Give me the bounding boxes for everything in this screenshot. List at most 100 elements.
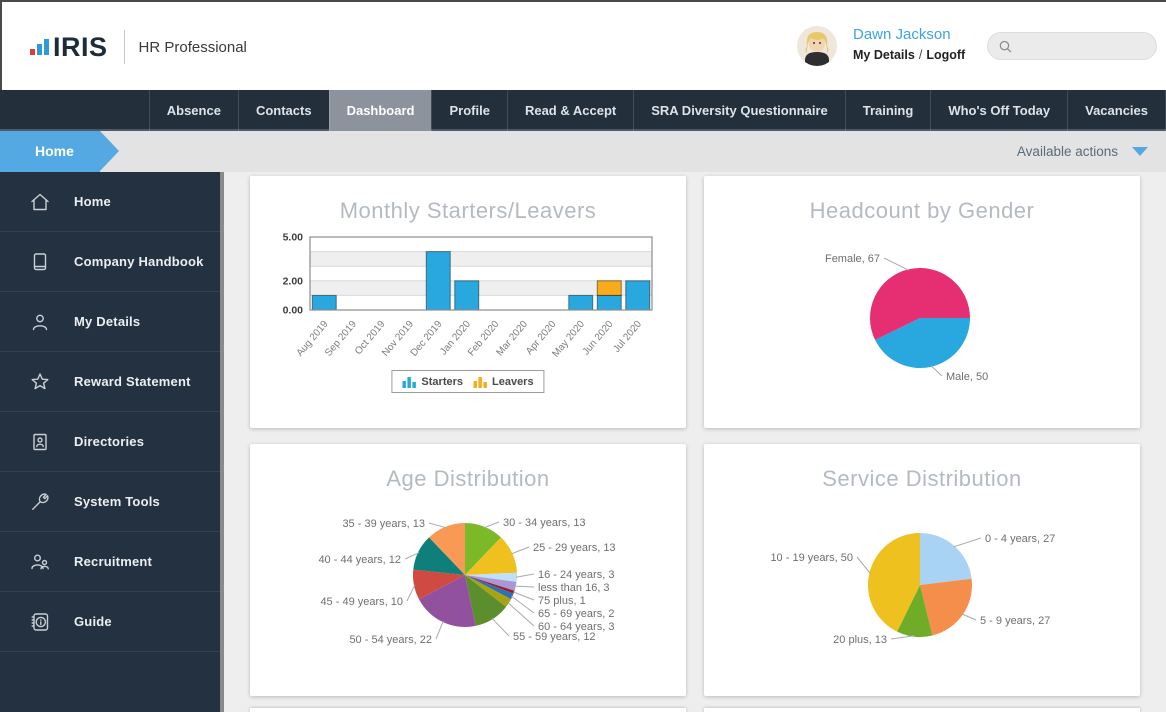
bar-starters-dec-2019 (425, 251, 451, 311)
pie-slice-75-plus-1 (465, 575, 515, 594)
book-icon (28, 250, 52, 274)
logo-divider (123, 30, 125, 64)
iris-logo-bars-icon (30, 39, 49, 55)
pie-slice-50-54-years-22 (418, 575, 476, 628)
tab-vacancies[interactable]: Vacancies (1067, 90, 1166, 131)
chart-title: Age Distribution (386, 466, 550, 491)
pie-slice-male-50 (875, 318, 970, 368)
chart-title: Monthly Starters/Leavers (339, 198, 597, 223)
sidebar-item-home[interactable]: Home (0, 172, 220, 232)
x-axis-tick: Jul 2020 (611, 319, 644, 355)
pie-slice-5-9-years-27 (920, 578, 972, 636)
person-icon (28, 310, 52, 334)
bar-starters-may-2020 (568, 294, 594, 311)
pie-slice-16-24-years-3 (465, 572, 518, 582)
tab-read-accept[interactable]: Read & Accept (506, 90, 633, 131)
card-service-distribution: Service Distribution 0 - 4 years, 27 5 - 9… (704, 444, 1140, 696)
sidebar-item-label: Recruitment (74, 554, 153, 569)
link-separator: / (918, 48, 923, 62)
pie-slice-25-29-years-13 (465, 537, 517, 575)
main-nav: Absence Contacts Dashboard Profile Read & Ac… (0, 90, 1166, 133)
chart-legend: Starters Leavers (391, 370, 545, 393)
bar-starters-jan-2020 (454, 280, 480, 311)
sidebar-edge (220, 172, 224, 712)
pie-slice-less-than-16-3 (465, 575, 517, 591)
user-area: Dawn Jackson My Details / Logoff (797, 26, 965, 66)
pie-chart-service-distribution: 0 - 4 years, 27 5 - 9 years, 27 20 plus, 1… (770, 533, 1055, 646)
x-axis-tick: Jun 2020 (581, 319, 616, 358)
pie-label: 55 - 59 years, 12 (513, 631, 596, 643)
bar-starters-aug-2019 (311, 294, 337, 311)
card-partial-row (704, 708, 1140, 712)
star-icon (28, 370, 52, 394)
pie-slice-10-19-years-50 (867, 533, 920, 632)
breadcrumb-bar: Home Available actions (0, 131, 1166, 172)
available-actions-dropdown[interactable]: Available actions (1017, 131, 1148, 172)
pie-label: 16 - 24 years, 3 (538, 569, 614, 581)
legend-item-leavers: Leavers (472, 375, 534, 388)
pie-slice-45-49-years-10 (412, 569, 465, 600)
pie-label: 35 - 39 years, 13 (342, 518, 425, 530)
pie-label: 0 - 4 years, 27 (985, 533, 1055, 545)
pie-slice-65-69-years-2 (465, 575, 514, 600)
chevron-down-icon (1132, 147, 1148, 156)
mini-bars-icon (472, 377, 487, 388)
sidebar: Home Company Handbook My Details Reward Sta… (0, 172, 220, 712)
card-headcount-by-gender: Headcount by Gender Male, 50 Female, 67 (704, 176, 1140, 428)
y-axis-tick: 5.00 (283, 232, 304, 244)
badge-icon (28, 430, 52, 454)
sidebar-item-reward-statement[interactable]: Reward Statement (0, 352, 220, 412)
pie-slice-30-34-years-13 (465, 523, 501, 575)
pie-label: 60 - 64 years, 3 (538, 621, 614, 633)
tab-contacts[interactable]: Contacts (237, 90, 329, 131)
y-axis-tick: 0.00 (283, 305, 304, 317)
tab-profile[interactable]: Profile (431, 90, 506, 131)
pie-label: 45 - 49 years, 10 (320, 596, 403, 608)
search-input[interactable] (1018, 38, 1146, 54)
tab-absence[interactable]: Absence (148, 90, 238, 131)
logoff-link[interactable]: Logoff (926, 48, 966, 62)
pie-label: 75 plus, 1 (538, 595, 586, 607)
pie-label: Female, 67 (825, 253, 880, 265)
chart-title: Headcount by Gender (809, 198, 1035, 223)
sidebar-item-recruitment[interactable]: Recruitment (0, 532, 220, 592)
sidebar-item-my-details[interactable]: My Details (0, 292, 220, 352)
tab-training[interactable]: Training (844, 90, 931, 131)
card-monthly-starters-leavers: Monthly Starters/Leavers 0.00 2.00 5.00 Aug … (250, 176, 686, 428)
legend-item-starters: Starters (402, 375, 463, 388)
product-name: HR Professional (138, 38, 247, 56)
sidebar-item-guide[interactable]: Guide (0, 592, 220, 652)
sidebar-item-system-tools[interactable]: System Tools (0, 472, 220, 532)
tab-who-s-off-today[interactable]: Who's Off Today (930, 90, 1067, 131)
bar-leavers-jun-2020 (596, 280, 622, 296)
y-axis-tick: 2.00 (283, 275, 304, 287)
pie-label: less than 16, 3 (538, 582, 610, 594)
sidebar-item-label: My Details (74, 314, 141, 329)
tab-sra-diversity-questionnaire[interactable]: SRA Diversity Questionnaire (633, 90, 845, 131)
dashboard-content: Monthly Starters/Leavers 0.00 2.00 5.00 Aug … (224, 172, 1166, 712)
tab-dashboard[interactable]: Dashboard (328, 90, 432, 133)
app-logo: IRIS HR Professional (30, 30, 247, 64)
pie-label: 50 - 54 years, 22 (349, 634, 432, 646)
card-partial-row (250, 708, 686, 712)
avatar (797, 26, 837, 66)
people-icon (28, 550, 52, 574)
pie-slice-55-59-years-12 (465, 575, 507, 626)
my-details-link[interactable]: My Details (853, 48, 915, 62)
pie-label: 10 - 19 years, 50 (770, 552, 853, 564)
sidebar-item-directories[interactable]: Directories (0, 412, 220, 472)
search-icon (999, 40, 1012, 53)
pie-slice-40-44-years-12 (413, 537, 465, 575)
user-name-link[interactable]: Dawn Jackson (853, 26, 951, 43)
pie-slice-0-4-years-27 (920, 533, 972, 585)
pie-label: 25 - 29 years, 13 (533, 542, 616, 554)
breadcrumb[interactable]: Home (0, 131, 119, 172)
pie-slice-35-39-years-13 (429, 523, 465, 575)
bar-starters-jun-2020 (596, 294, 622, 311)
pie-label: 30 - 34 years, 13 (503, 517, 586, 529)
pie-label: 40 - 44 years, 12 (318, 554, 401, 566)
search-box[interactable] (987, 32, 1157, 60)
pie-label: 20 plus, 13 (833, 634, 887, 646)
sidebar-item-company-handbook[interactable]: Company Handbook (0, 232, 220, 292)
